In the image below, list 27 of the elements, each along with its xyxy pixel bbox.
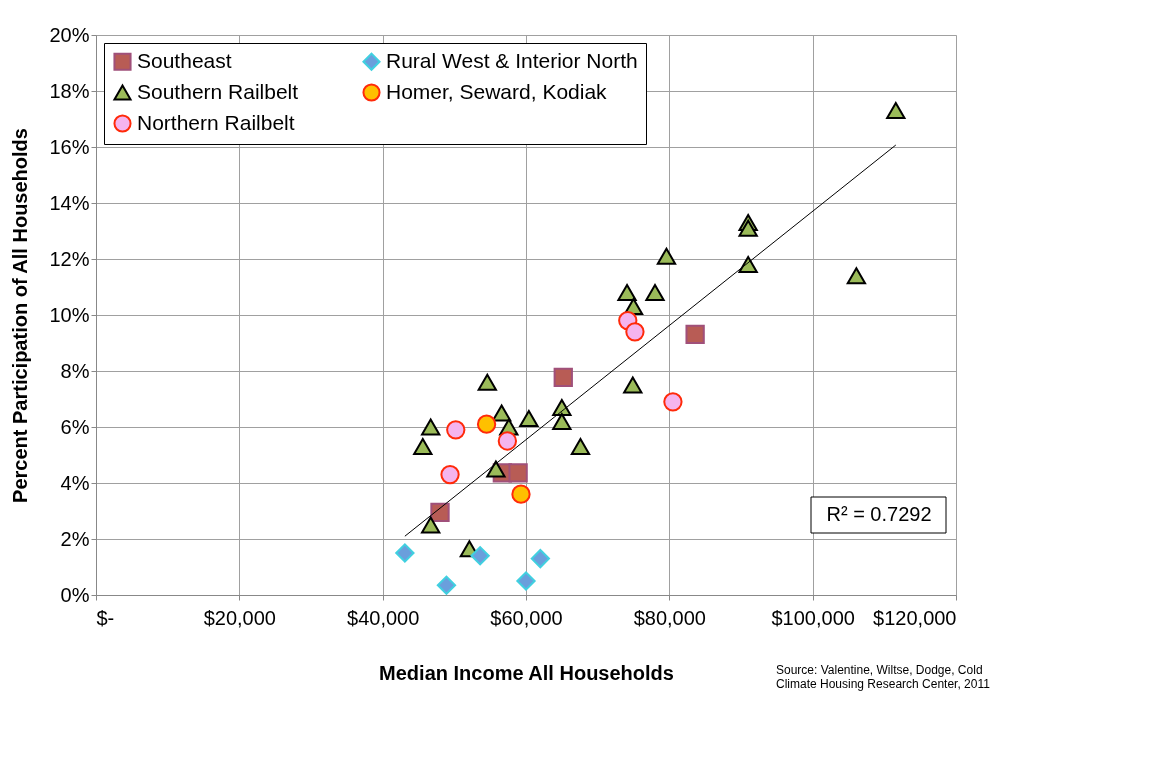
annotation: R² = 0.7292 bbox=[826, 503, 932, 525]
legend-label: Northern Railbelt bbox=[137, 110, 295, 134]
x-axis-title: Median Income All Households bbox=[379, 661, 674, 684]
x-tick-label: $120,000 bbox=[873, 606, 957, 629]
x-tick-label: $100,000 bbox=[771, 606, 855, 629]
x-tick-label: $40,000 bbox=[347, 606, 420, 629]
y-tick-label: 0% bbox=[60, 583, 90, 606]
y-tick-label: 2% bbox=[60, 527, 90, 550]
y-tick-label: 14% bbox=[49, 191, 90, 214]
legend-label: Homer, Seward, Kodiak bbox=[386, 79, 608, 103]
legend-label: Southern Railbelt bbox=[137, 79, 299, 103]
y-tick-label: 10% bbox=[49, 303, 90, 326]
x-tick-label: $60,000 bbox=[490, 606, 563, 629]
y-tick-label: 4% bbox=[60, 471, 90, 494]
y-tick-label: 8% bbox=[60, 359, 90, 382]
y-tick-label: 20% bbox=[49, 23, 90, 46]
x-tick-label: $- bbox=[96, 606, 115, 629]
source-note: Source: Valentine, Wiltse, Dodge, Cold Climate Housing Research Center, 2011 bbox=[776, 663, 991, 691]
x-tick-label: $80,000 bbox=[633, 606, 706, 629]
legend-label: Rural West & Interior North bbox=[386, 48, 638, 72]
y-tick-label: 16% bbox=[49, 135, 90, 158]
y-axis-title: Percent Participation of All Households bbox=[9, 128, 32, 503]
y-tick-label: 18% bbox=[49, 79, 90, 102]
y-tick-label: 12% bbox=[49, 247, 90, 270]
y-tick-label: 6% bbox=[60, 415, 90, 438]
legend-label: Southeast bbox=[137, 48, 232, 72]
x-tick-label: $20,000 bbox=[203, 606, 276, 629]
